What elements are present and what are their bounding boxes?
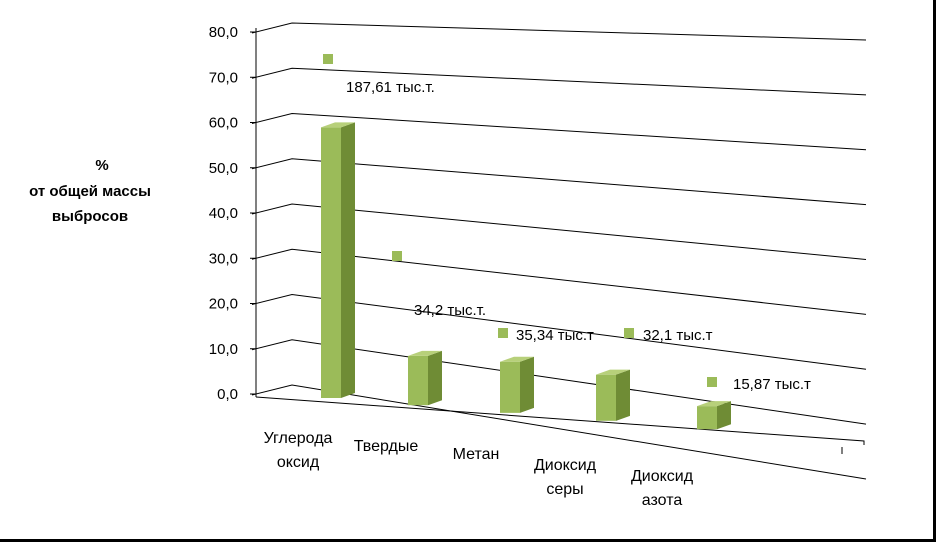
data-label-marker [498,328,508,338]
gridline [251,22,867,41]
category-label-line: азота [642,492,683,509]
category-label-line: Углерода [264,430,333,447]
data-label-marker [392,251,402,261]
gridline [251,67,867,96]
y-tick-label: 70,0 [209,69,238,86]
category-label-line: Метан [453,446,500,463]
bar-side [616,369,630,421]
bars-layer [321,122,731,430]
y-tick-label: 60,0 [209,115,238,132]
category-label-line: Твердые [354,438,419,455]
bar-group [321,122,355,398]
data-label-marker [323,54,333,64]
y-tick-label: 10,0 [209,341,238,358]
bar [500,361,520,413]
bar [408,355,428,406]
category-label-line: Диоксид [631,468,694,485]
bar-group [697,401,731,430]
bar-top [596,369,630,375]
y-tick-label: 80,0 [209,24,238,41]
category-label: Диоксид азота [631,468,694,509]
data-label: 34,2 тыс.т. [414,302,486,319]
bar-group [500,356,534,413]
y-tick-label: 30,0 [209,250,238,267]
y-tick-label: 50,0 [209,160,238,177]
y-axis-label-line-1: % [95,157,108,174]
data-label-marker [707,377,717,387]
data-label: 187,61 тыс.т. [346,79,435,96]
y-axis-label-line-2: от общей массы [29,183,151,200]
bar [697,406,717,430]
axis-layer: 0,0 10,0 20,0 30,0 40,0 50,0 60,0 70,0 80,0 Углер… [209,24,865,509]
data-label-marker [624,328,634,338]
gridline [251,384,867,480]
bar-side [717,401,731,430]
gridline [251,158,867,206]
category-label: Метан [453,446,500,463]
y-tick-label: 20,0 [209,296,238,313]
gridline [251,339,867,425]
bar-top [321,122,355,128]
category-label-line: Диоксид [534,457,597,474]
bar-side [341,122,355,398]
bar-group [596,369,630,421]
y-axis-label-line-3: выбросов [52,208,128,225]
bar-group [408,350,442,406]
bar-side [428,350,442,406]
category-label: Диоксид серы [534,457,597,498]
floor-edge [255,396,865,445]
category-label-line: серы [546,481,583,498]
gridline [251,112,867,151]
gridline [251,293,867,370]
category-label: Углерода оксид [264,430,333,471]
data-label: 15,87 тыс.т [733,376,811,393]
bar-top [697,401,731,407]
grid-layer [251,22,867,480]
data-label: 35,34 тыс.т [516,327,594,344]
bar-top [500,356,534,362]
gridline [251,203,867,260]
bar [321,127,341,398]
y-tick-label: 0,0 [217,386,238,403]
data-label: 32,1 тыс.т [643,327,713,344]
category-label-line: оксид [277,454,320,471]
bar-side [520,356,534,413]
bar [596,374,616,421]
annotations-layer: 187,61 тыс.т. 34,2 тыс.т. 35,34 тыс.т 32,1 … [323,54,811,393]
y-tick-label: 40,0 [209,205,238,222]
gridline [251,248,867,315]
bar-top [408,350,442,356]
category-label: Твердые [354,438,419,455]
